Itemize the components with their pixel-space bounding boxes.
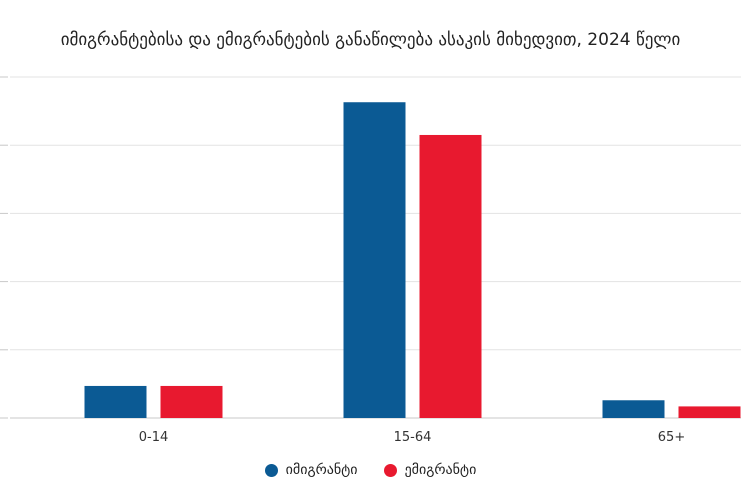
bar-immigrants-2[interactable] (602, 400, 665, 418)
legend-marker-immigrants (264, 463, 278, 477)
chart-legend: იმიგრანტი ემიგრანტი (0, 462, 741, 478)
legend-marker-emigrants (383, 463, 397, 477)
chart-title: იმიგრანტებისა და ემიგრანტების განაწილება… (60, 30, 681, 50)
legend-item-emigrants[interactable]: ემიგრანტი (383, 462, 477, 478)
bar-emigrants-0[interactable] (160, 385, 223, 418)
x-tick-label: 0-14 (139, 430, 169, 445)
legend-label-immigrants: იმიგრანტი (285, 462, 358, 478)
bar-emigrants-2[interactable] (678, 406, 741, 418)
bar-emigrants-1[interactable] (419, 134, 482, 418)
x-tick-label: 15-64 (394, 430, 432, 445)
bar-immigrants-1[interactable] (343, 102, 406, 418)
x-tick-label: 65+ (658, 430, 685, 445)
legend-label-emigrants: ემიგრანტი (404, 462, 477, 478)
bar-immigrants-0[interactable] (84, 385, 147, 418)
legend-item-immigrants[interactable]: იმიგრანტი (264, 462, 358, 478)
